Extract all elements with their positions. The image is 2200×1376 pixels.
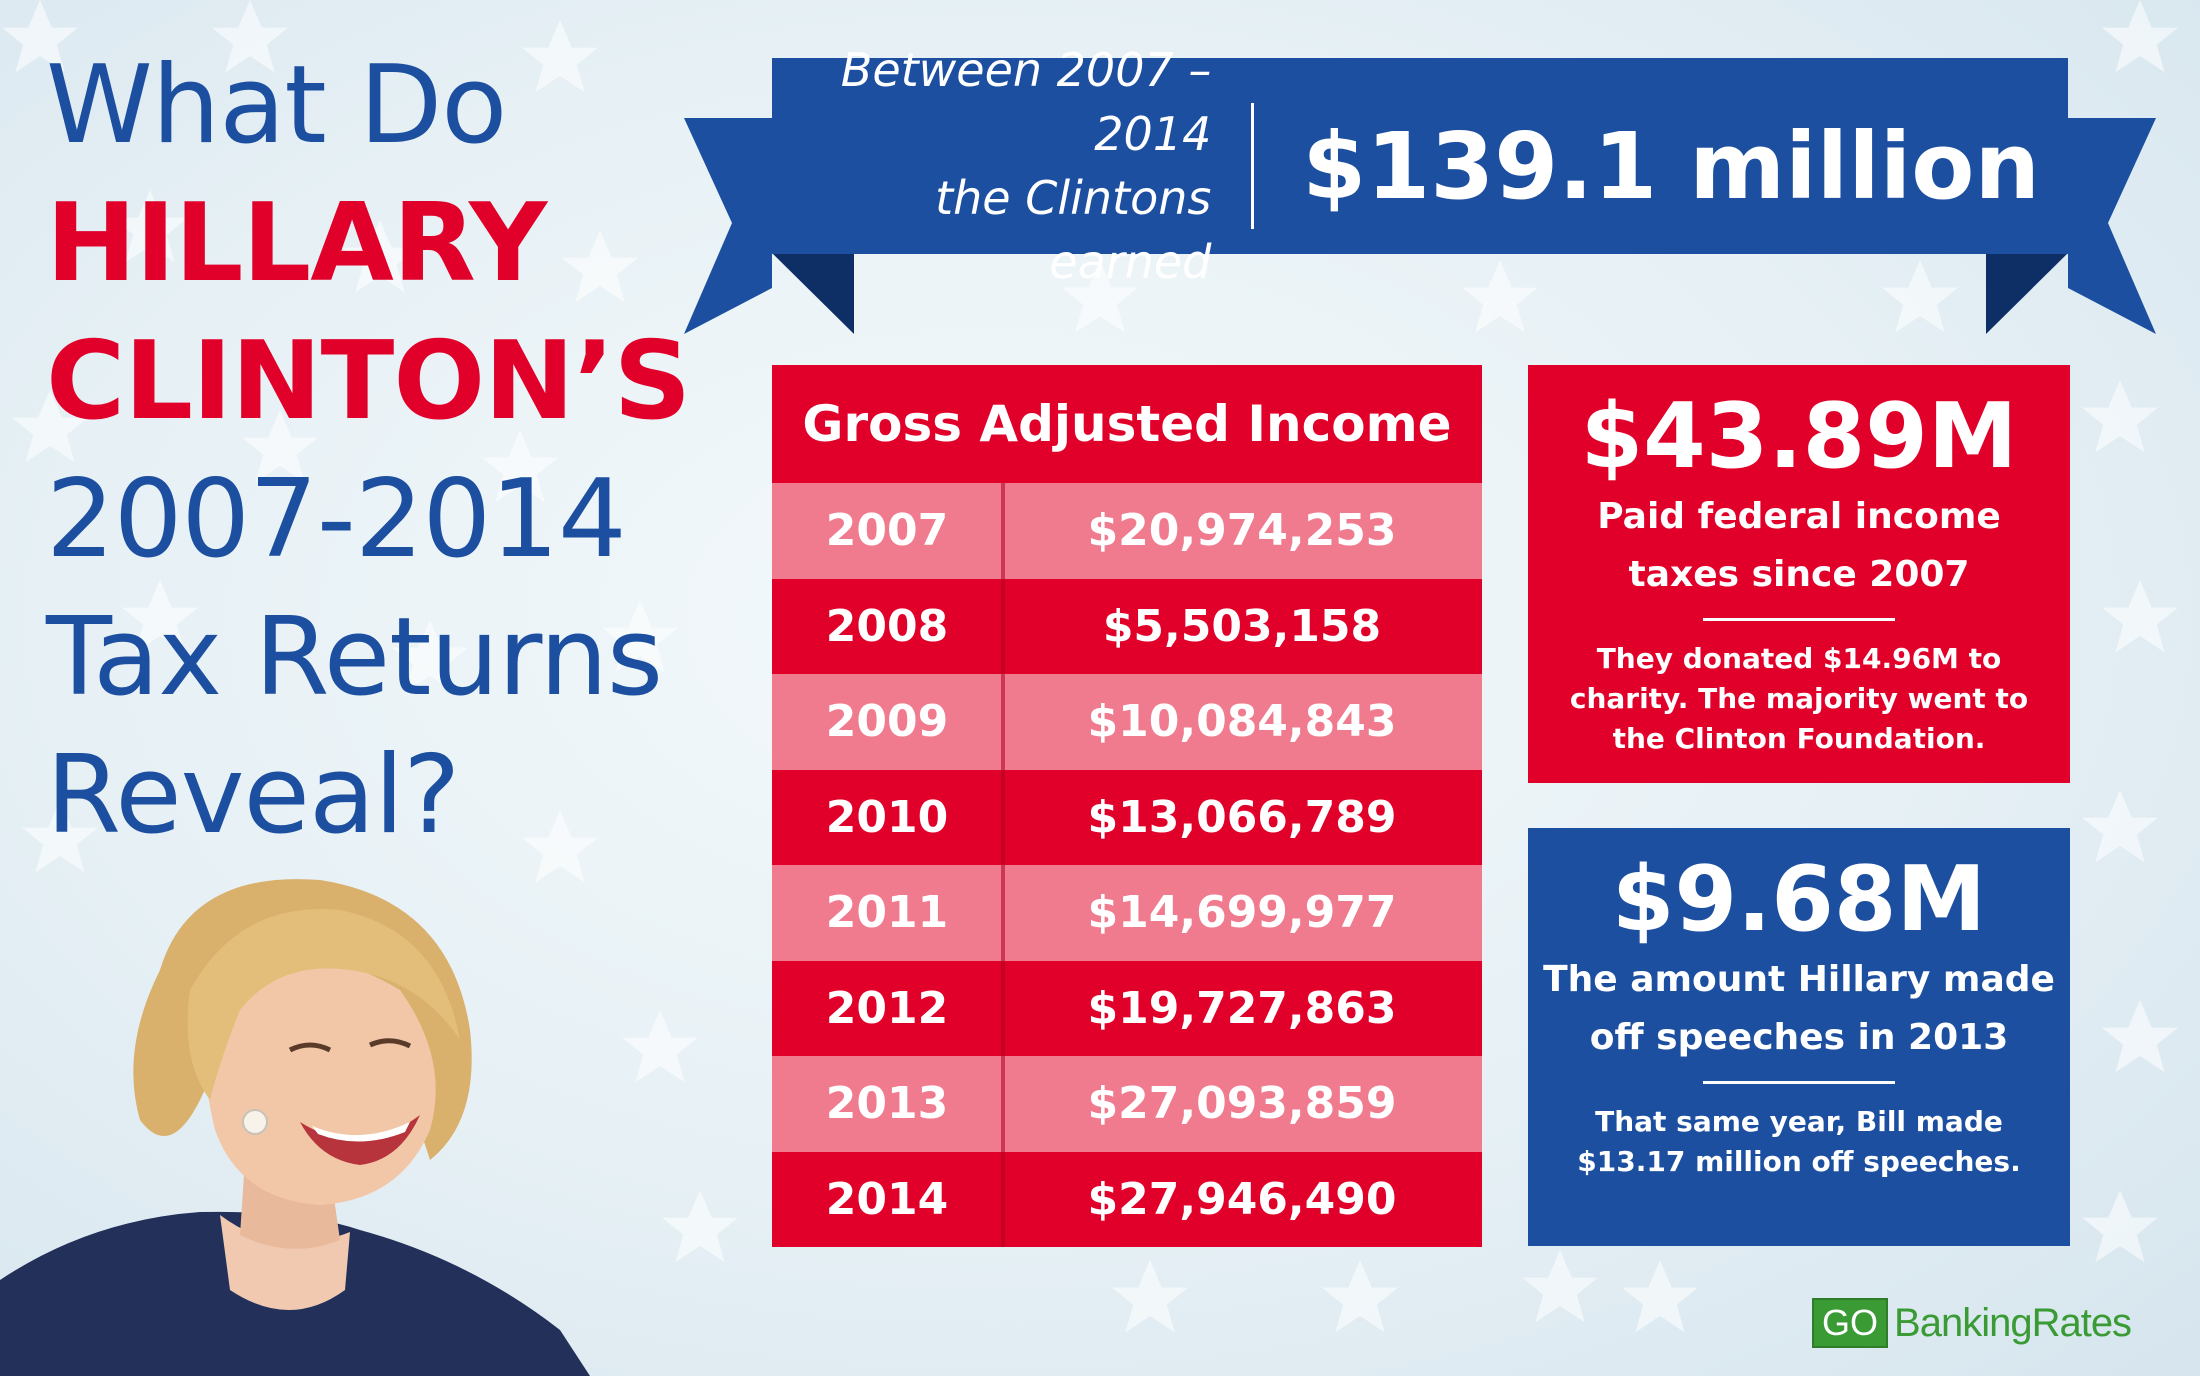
table-row: 2008 $5,503,158 (772, 578, 1482, 674)
banner-caption-line2: the Clintons earned (935, 171, 1212, 289)
federal-tax-amount: $43.89M (1580, 384, 2018, 489)
table-row: 2012 $19,727,863 (772, 960, 1482, 1056)
title-line-clintons: CLINTON’S (46, 319, 691, 444)
table-row-year: 2012 (825, 982, 949, 1034)
title-line-tax-returns: Tax Returns (46, 595, 663, 720)
federal-tax-description: Paid federal income taxes since 2007 (1528, 488, 2070, 604)
page-title: What Do HILLARY CLINTON’S 2007-2014 Tax … (46, 43, 691, 858)
banner-divider (1251, 103, 1255, 229)
table-row-year: 2009 (825, 696, 949, 748)
table-row-value: $14,699,977 (1087, 887, 1397, 939)
table-row: 2014 $27,946,490 (772, 1151, 1482, 1247)
logo-go-mark: GO (1812, 1298, 1889, 1348)
federal-tax-desc-line1: Paid federal income (1597, 496, 2001, 537)
banner-content: Between 2007 – 2014 the Clintons earned … (770, 43, 2040, 289)
table-row-value: $27,093,859 (1087, 1078, 1397, 1130)
title-line-what-do: What Do (46, 43, 507, 168)
logo-wordmark: BankingRates (1894, 1300, 2132, 1345)
income-table-header: Gross Adjusted Income (772, 365, 1482, 483)
charity-note: They donated $14.96M to charity. The maj… (1528, 639, 2070, 759)
banner-total-amount: $139.1 million (1302, 112, 2040, 220)
table-row-value: $10,084,843 (1087, 696, 1397, 748)
federal-tax-desc-line2: taxes since 2007 (1628, 554, 1970, 595)
charity-note-line2: charity. The majority went to (1569, 682, 2029, 715)
divider (1703, 618, 1895, 621)
bill-speeches-note-line1: That same year, Bill made (1595, 1105, 2003, 1138)
table-row-value: $20,974,253 (1087, 505, 1397, 557)
table-row-year: 2011 (825, 887, 949, 939)
speeches-desc-line2: off speeches in 2013 (1589, 1017, 2009, 1058)
divider (1703, 1081, 1895, 1084)
hillary-clinton-portrait (0, 879, 590, 1376)
table-row-value: $27,946,490 (1087, 1173, 1397, 1225)
ribbon-banner (684, 58, 2156, 334)
table-row-year: 2010 (825, 791, 949, 843)
table-row-value: $19,727,863 (1087, 982, 1397, 1034)
banner-caption-line1: Between 2007 – 2014 (840, 43, 1212, 161)
speeches-stat-box: $9.68M The amount Hillary made off speec… (1528, 828, 2070, 1246)
table-row: 2013 $27,093,859 (772, 1056, 1482, 1152)
speeches-amount: $9.68M (1611, 847, 1987, 952)
charity-note-line3: the Clinton Foundation. (1612, 722, 1986, 755)
bill-speeches-note: That same year, Bill made $13.17 million… (1528, 1102, 2070, 1182)
title-line-hillary: HILLARY (46, 181, 547, 306)
table-row: 2009 $10,084,843 (772, 674, 1482, 770)
income-table: Gross Adjusted Income 2007 $20,974,253 2… (772, 365, 1482, 1247)
table-row: 2010 $13,066,789 (772, 769, 1482, 865)
table-column-divider (1001, 483, 1005, 1247)
table-row-year: 2013 (825, 1078, 949, 1130)
speeches-desc-line1: The amount Hillary made (1543, 959, 2055, 1000)
table-row-value: $5,503,158 (1102, 600, 1382, 652)
title-line-years: 2007-2014 (46, 457, 627, 582)
table-row-year: 2007 (825, 505, 949, 557)
table-row-value: $13,066,789 (1087, 791, 1397, 843)
title-line-reveal: Reveal? (46, 733, 461, 858)
speeches-description: The amount Hillary made off speeches in … (1528, 951, 2070, 1067)
bill-speeches-note-line2: $13.17 million off speeches. (1577, 1145, 2021, 1178)
federal-tax-stat-box: $43.89M Paid federal income taxes since … (1528, 365, 2070, 783)
charity-note-line1: They donated $14.96M to (1596, 642, 2002, 675)
table-row-year: 2014 (825, 1173, 949, 1225)
table-row: 2011 $14,699,977 (772, 865, 1482, 961)
table-row: 2007 $20,974,253 (772, 483, 1482, 579)
gobankingrates-logo: GO BankingRates (1812, 1298, 2132, 1348)
banner-caption: Between 2007 – 2014 the Clintons earned (770, 38, 1251, 294)
table-row-year: 2008 (825, 600, 949, 652)
